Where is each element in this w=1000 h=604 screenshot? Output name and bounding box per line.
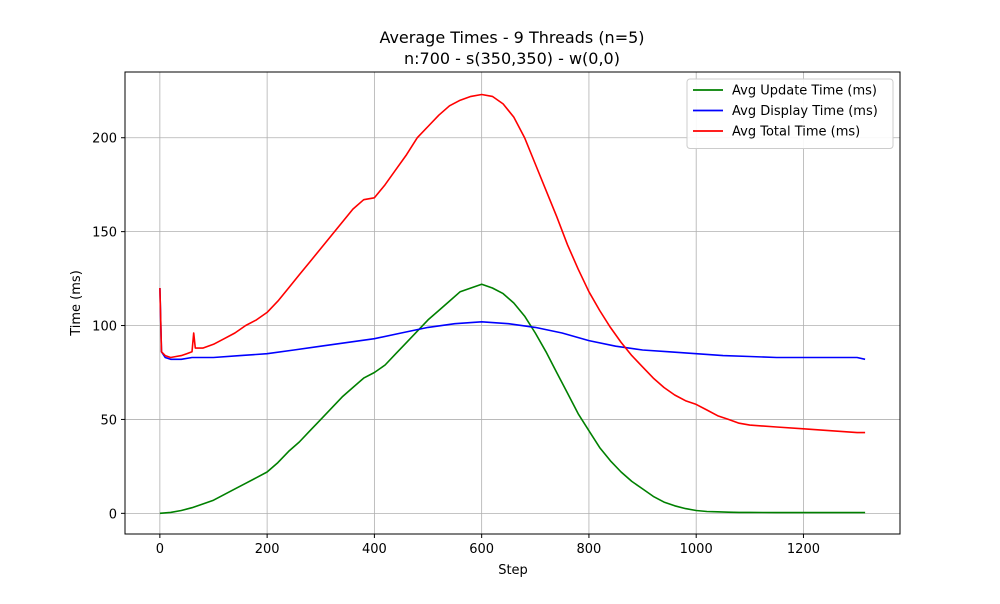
x-tick-label: 1200	[787, 542, 820, 557]
y-tick-label: 200	[92, 132, 117, 147]
y-tick-label: 50	[100, 413, 117, 428]
x-tick-label: 0	[156, 542, 164, 557]
series-lines	[159, 93, 866, 515]
legend-box	[686, 78, 894, 149]
y-axis-label: Time (ms)	[69, 270, 84, 337]
chart-title: Average Times - 9 Threads (n=5)	[379, 28, 644, 47]
x-tick-label: 200	[255, 542, 280, 557]
axis-ticks: 0 200 400 600 800 1000 1200 0 50 100 150 200	[92, 132, 820, 557]
x-tick-label: 1000	[680, 542, 713, 557]
legend: Avg Update Time (ms) Avg Display Time (ms…	[686, 78, 894, 149]
series-line-1	[159, 283, 866, 515]
y-tick-label: 150	[92, 226, 117, 241]
legend-label: Avg Update Time (ms)	[732, 84, 877, 99]
y-tick-label: 0	[109, 507, 117, 522]
series-line-3	[159, 93, 866, 434]
x-tick-label: 400	[362, 542, 387, 557]
x-tick-label: 600	[469, 542, 494, 557]
y-tick-label: 100	[92, 320, 117, 335]
legend-label: Avg Display Time (ms)	[732, 104, 878, 119]
x-tick-label: 800	[577, 542, 602, 557]
chart-subtitle: n:700 - s(350,350) - w(0,0)	[404, 49, 620, 68]
series-line-2	[159, 287, 866, 361]
plot-frame	[124, 71, 901, 535]
legend-label: Avg Total Time (ms)	[732, 125, 860, 140]
x-axis-label: Step	[498, 563, 528, 578]
grid	[125, 72, 900, 534]
